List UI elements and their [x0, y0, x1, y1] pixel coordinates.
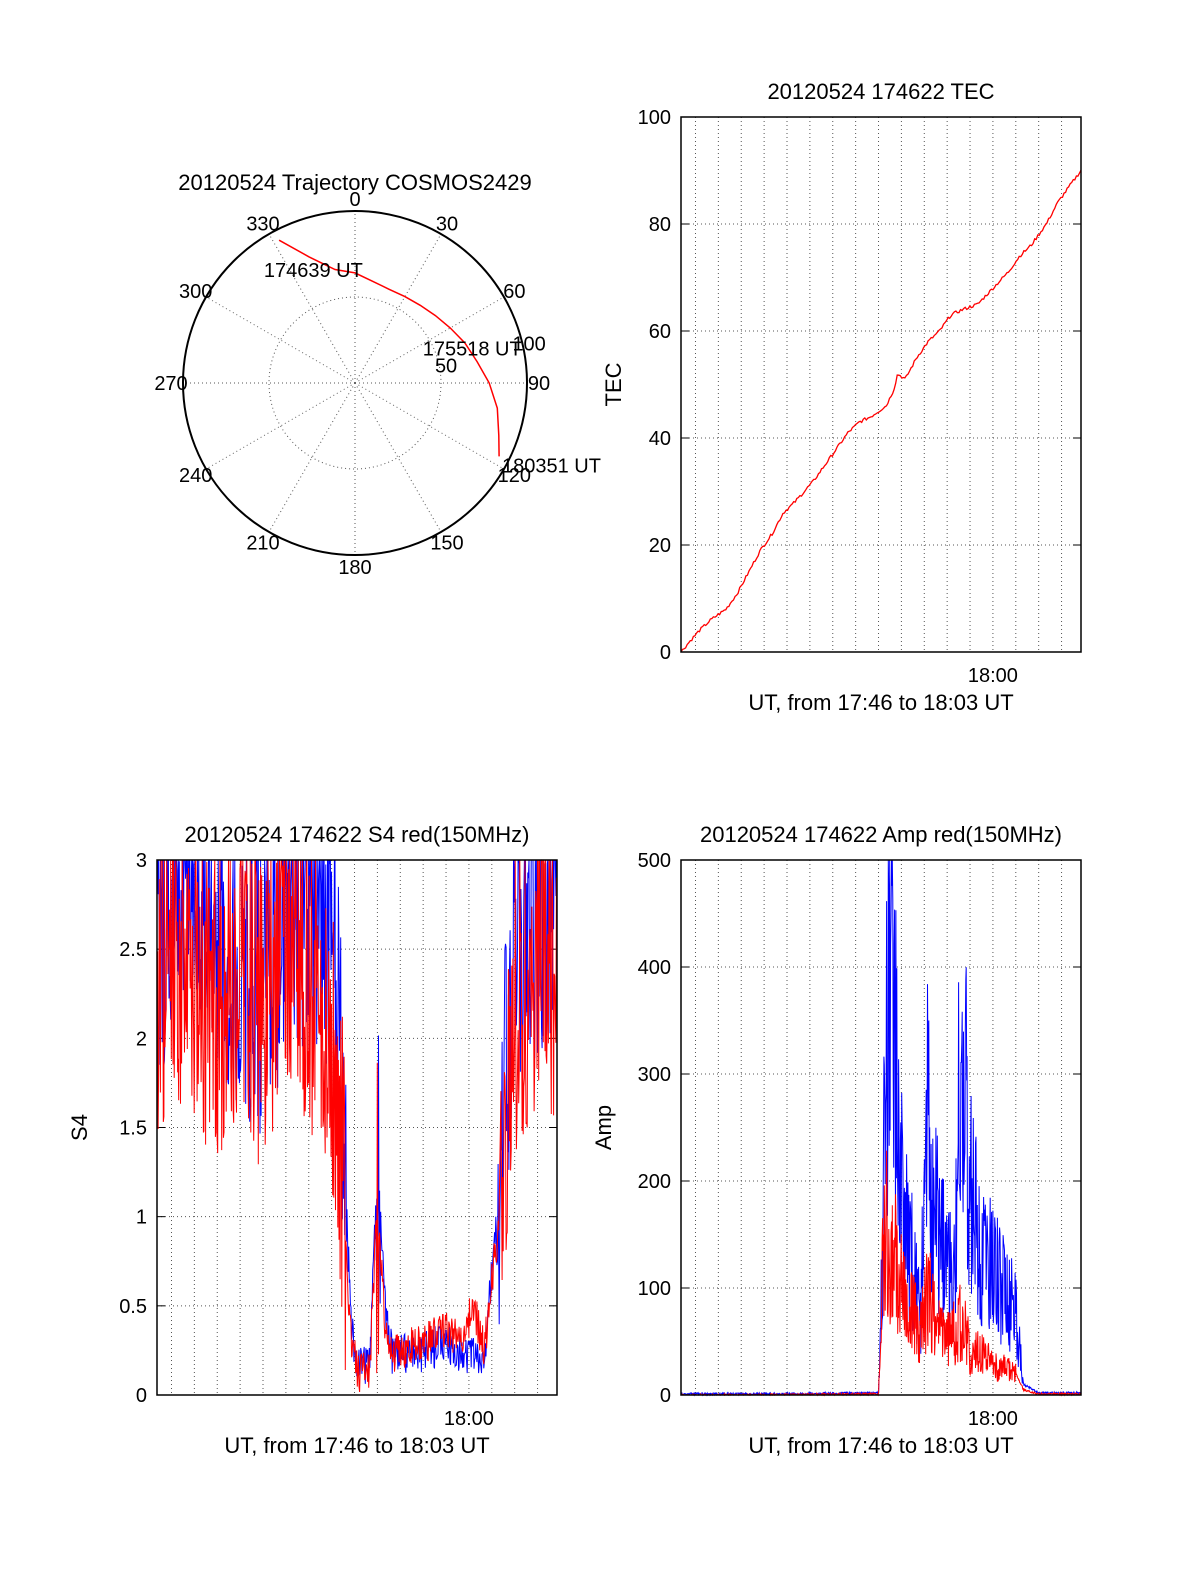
angle-tick-label: 90 [528, 373, 550, 395]
y-tick-label: 40 [649, 428, 671, 450]
plot-frame [680, 859, 1082, 1396]
y-tick-label: 400 [638, 957, 671, 979]
polar-spoke [354, 382, 505, 470]
angle-tick-label: 210 [246, 532, 279, 554]
angle-tick-label: 0 [349, 189, 360, 211]
y-tick-label: 0 [660, 1385, 671, 1407]
time-series-plot: 20120524 174622 S4 red(150MHz) 0 0.5 1 1.5 2 2… [67, 822, 558, 1458]
series-line [680, 169, 1082, 653]
y-tick-label: 300 [638, 1064, 671, 1086]
angle-tick-label: 300 [179, 281, 212, 303]
chart-title: 20120524 174622 TEC [767, 79, 994, 104]
angle-tick-label: 120 [498, 465, 531, 487]
y-tick-label: 3 [136, 850, 147, 872]
polar-spoke [354, 382, 442, 533]
polar-grid-ring [268, 296, 442, 470]
angle-tick-label: 60 [503, 281, 525, 303]
radius-tick-label: 100 [512, 333, 545, 355]
x-axis-label: UT, from 17:46 to 18:03 UT [224, 1433, 489, 1458]
y-tick-label: 80 [649, 214, 671, 236]
angle-tick-label: 270 [154, 373, 187, 395]
y-tick-label: 0 [136, 1385, 147, 1407]
angle-tick-label: 240 [179, 465, 212, 487]
y-tick-label: 500 [638, 850, 671, 872]
x-axis-label: UT, from 17:46 to 18:03 UT [748, 1433, 1013, 1458]
y-tick-label: 100 [638, 107, 671, 129]
polar-spoke [268, 382, 356, 533]
y-tick-label: 1.5 [119, 1118, 147, 1140]
angle-tick-label: 30 [436, 214, 458, 236]
x-tick-label: 18:00 [968, 1408, 1018, 1430]
y-axis-label: S4 [67, 1114, 92, 1141]
chart-title: 20120524 174622 S4 red(150MHz) [185, 822, 530, 847]
angle-tick-label: 150 [430, 532, 463, 554]
y-tick-label: 100 [638, 1278, 671, 1300]
y-tick-label: 60 [649, 321, 671, 343]
time-annotation: 180351 UT [502, 455, 601, 477]
polar-spoke [354, 233, 442, 384]
gridlines [681, 116, 1081, 653]
y-tick-label: 0.5 [119, 1296, 147, 1318]
angle-tick-label: 330 [246, 214, 279, 236]
x-tick-label: 18:00 [444, 1408, 494, 1430]
time-series-plot: 20120524 174622 Amp red(150MHz) 0 100 200 30… [591, 822, 1082, 1458]
polar-spoke [205, 382, 356, 470]
y-tick-label: 2.5 [119, 939, 147, 961]
time-annotation: 175518 UT [423, 339, 522, 361]
x-tick-label: 18:00 [968, 665, 1018, 687]
angle-tick-label: 180 [338, 557, 371, 579]
polar-outer-ring [182, 210, 528, 556]
y-tick-label: 2 [136, 1028, 147, 1050]
series-line [156, 859, 558, 1393]
polar-spoke [268, 233, 356, 384]
trajectory-line [278, 239, 500, 457]
y-axis-label: Amp [591, 1105, 616, 1150]
time-annotation: 174639 UT [264, 260, 363, 282]
plot-frame [680, 116, 1082, 653]
y-tick-label: 0 [660, 642, 671, 664]
polar-spoke [354, 296, 505, 384]
x-axis-label: UT, from 17:46 to 18:03 UT [748, 690, 1013, 715]
y-axis-label: TEC [601, 362, 626, 406]
y-tick-label: 200 [638, 1171, 671, 1193]
time-series-plot: 20120524 174622 TEC 0 20 40 60 80 100 18:00 UT, … [601, 79, 1082, 715]
polar-spoke [205, 296, 356, 384]
plot-frame [156, 859, 558, 1396]
y-tick-label: 20 [649, 535, 671, 557]
radius-tick-label: 50 [435, 356, 457, 378]
chart-title: 20120524 Trajectory COSMOS2429 [178, 170, 531, 195]
y-tick-label: 1 [136, 1207, 147, 1229]
chart-title: 20120524 174622 Amp red(150MHz) [700, 822, 1062, 847]
